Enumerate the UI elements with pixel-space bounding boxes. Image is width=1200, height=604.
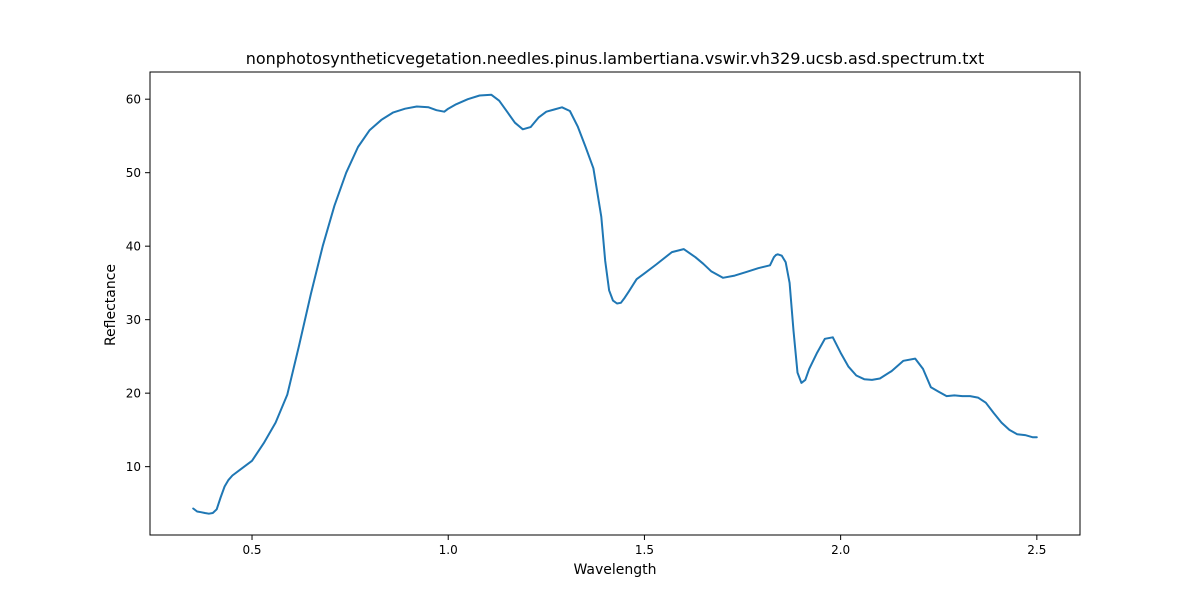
- y-tick-label: 20: [126, 387, 141, 401]
- x-tick-label: 1.0: [439, 543, 458, 557]
- x-axis: 0.5 1.0 1.5 2.0 2.5: [242, 535, 1046, 557]
- y-tick-label: 40: [126, 240, 141, 254]
- y-tick-label: 30: [126, 313, 141, 327]
- plot-area: [192, 93, 1038, 515]
- y-axis: 10 20 30 40 50 60: [126, 93, 150, 474]
- axes-frame: [149, 71, 1081, 536]
- x-tick-label: 2.0: [831, 543, 850, 557]
- x-tick-label: 2.5: [1027, 543, 1046, 557]
- y-tick-label: 10: [126, 460, 141, 474]
- chart-title: nonphotosyntheticvegetation.needles.pinu…: [246, 49, 985, 68]
- y-axis-label: Reflectance: [103, 264, 119, 346]
- y-tick-label: 50: [126, 166, 141, 180]
- x-tick-label: 1.5: [635, 543, 654, 557]
- series-line-1: [192, 93, 1038, 515]
- y-tick-label: 60: [126, 93, 141, 107]
- x-tick-label: 0.5: [242, 543, 261, 557]
- x-axis-label: Wavelength: [573, 562, 656, 578]
